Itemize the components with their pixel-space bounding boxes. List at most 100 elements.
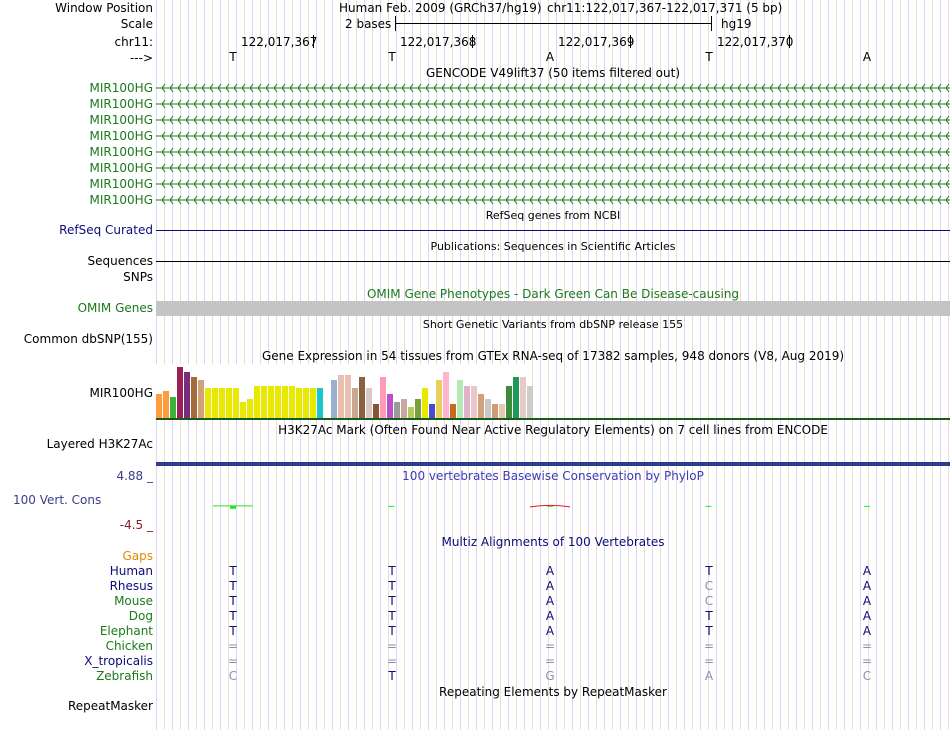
gencode-gene-label[interactable]: MIR100HG: [89, 145, 153, 159]
gtex-tissue-bar[interactable]: [366, 388, 372, 418]
phylop-score-bar[interactable]: [388, 505, 395, 507]
gtex-tissue-bar[interactable]: [513, 377, 519, 418]
gtex-tissue-bar[interactable]: [520, 377, 526, 418]
species-label[interactable]: X_tropicalis: [84, 654, 153, 668]
gtex-tissue-bar[interactable]: [275, 386, 281, 418]
gtex-tissue-bar[interactable]: [156, 394, 162, 418]
gtex-tissue-bar[interactable]: [212, 388, 218, 418]
gtex-tissue-bar[interactable]: [408, 407, 414, 418]
gencode-gene-strand[interactable]: [156, 82, 950, 94]
gtex-tissue-bar[interactable]: [254, 386, 260, 418]
gtex-tissue-bar[interactable]: [282, 386, 288, 418]
species-label[interactable]: Elephant: [99, 624, 153, 638]
phylop-score-bar[interactable]: [547, 505, 553, 507]
gtex-tissue-bar[interactable]: [478, 394, 484, 418]
gtex-tissue-bar[interactable]: [198, 380, 204, 418]
species-label[interactable]: Human: [109, 564, 153, 578]
species-label[interactable]: Zebrafish: [96, 669, 153, 683]
gtex-tissue-bar[interactable]: [373, 404, 379, 418]
gtex-tissue-bar[interactable]: [429, 404, 435, 418]
gtex-tissue-bar[interactable]: [436, 380, 442, 418]
h3k27ac-track-title[interactable]: H3K27Ac Mark (Often Found Near Active Re…: [278, 423, 828, 437]
gtex-tissue-bar[interactable]: [380, 377, 386, 418]
gtex-tissue-bar[interactable]: [303, 388, 309, 418]
gtex-tissue-bar[interactable]: [443, 372, 449, 418]
gtex-tissue-bar[interactable]: [359, 377, 365, 418]
gencode-gene-label[interactable]: MIR100HG: [89, 129, 153, 143]
h3k27ac-track-label[interactable]: Layered H3K27Ac: [46, 437, 153, 451]
h3k27ac-signal[interactable]: [156, 462, 950, 466]
repeatmasker-track-title[interactable]: Repeating Elements by RepeatMasker: [439, 685, 667, 699]
gencode-gene-strand[interactable]: [156, 98, 950, 110]
gtex-tissue-bar[interactable]: [233, 388, 239, 418]
gtex-tissue-bar[interactable]: [163, 391, 169, 418]
omim-feature-bar[interactable]: [156, 301, 950, 316]
gtex-tissue-bar[interactable]: [331, 380, 337, 418]
gtex-tissue-bar[interactable]: [338, 375, 344, 418]
refseq-gene-line[interactable]: [156, 230, 950, 231]
gtex-track-title[interactable]: Gene Expression in 54 tissues from GTEx …: [261, 349, 845, 363]
gtex-tissue-bar[interactable]: [268, 386, 274, 418]
species-label[interactable]: Rhesus: [109, 579, 153, 593]
phylop-score-bar[interactable]: [705, 505, 712, 507]
gtex-tissue-bar[interactable]: [170, 397, 176, 418]
gencode-gene-strand[interactable]: [156, 114, 950, 126]
species-label[interactable]: Dog: [128, 609, 153, 623]
gtex-tissue-bar[interactable]: [247, 399, 253, 418]
gtex-tissue-bar[interactable]: [485, 399, 491, 418]
gtex-tissue-bar[interactable]: [464, 386, 470, 418]
gtex-tissue-bar[interactable]: [499, 404, 505, 418]
gtex-tissue-bar[interactable]: [219, 388, 225, 418]
gtex-tissue-bar[interactable]: [457, 380, 463, 418]
gencode-gene-label[interactable]: MIR100HG: [89, 177, 153, 191]
gencode-gene-label[interactable]: MIR100HG: [89, 113, 153, 127]
gtex-tissue-bar[interactable]: [527, 386, 533, 418]
gtex-tissue-bar[interactable]: [184, 372, 190, 418]
species-label[interactable]: Chicken: [105, 639, 153, 653]
gtex-tissue-bar[interactable]: [415, 399, 421, 418]
multiz-track-title[interactable]: Multiz Alignments of 100 Vertebrates: [441, 535, 665, 549]
gencode-gene-label[interactable]: MIR100HG: [89, 97, 153, 111]
position-readout[interactable]: chr11:122,017,367-122,017,371 (5 bp): [547, 1, 783, 15]
gtex-tissue-bar[interactable]: [177, 367, 183, 418]
gtex-tissue-bar[interactable]: [492, 404, 498, 418]
gtex-tissue-bar[interactable]: [240, 402, 246, 418]
gencode-gene-label[interactable]: MIR100HG: [89, 193, 153, 207]
gtex-gene-line[interactable]: [156, 418, 950, 420]
gencode-track-title[interactable]: GENCODE V49lift37 (50 items filtered out…: [425, 66, 680, 80]
gencode-gene-strand[interactable]: [156, 162, 950, 174]
repeatmasker-track-label[interactable]: RepeatMasker: [67, 699, 153, 713]
gtex-tissue-bar[interactable]: [345, 375, 351, 418]
gtex-tissue-bar[interactable]: [310, 388, 316, 418]
gtex-bar-chart[interactable]: [156, 364, 533, 418]
dbsnp-track-label[interactable]: Common dbSNP(155): [23, 332, 153, 346]
gencode-gene-strand[interactable]: [156, 130, 950, 142]
publications-track-label[interactable]: Sequences: [87, 254, 153, 268]
phylop-score-bar[interactable]: [230, 505, 236, 509]
gencode-gene-label[interactable]: MIR100HG: [89, 161, 153, 175]
gtex-tissue-bar[interactable]: [352, 388, 358, 418]
gtex-tissue-bar[interactable]: [450, 404, 456, 418]
gtex-tissue-bar[interactable]: [226, 388, 232, 418]
gtex-tissue-bar[interactable]: [296, 388, 302, 418]
phylop-track-label[interactable]: 100 Vert. Cons: [13, 493, 102, 507]
gtex-tissue-bar[interactable]: [289, 386, 295, 418]
gtex-gene-label[interactable]: MIR100HG: [89, 386, 153, 400]
gtex-tissue-bar[interactable]: [317, 388, 323, 418]
phylop-track-title[interactable]: 100 vertebrates Basewise Conservation by…: [402, 469, 704, 483]
publications-track-title[interactable]: Publications: Sequences in Scientific Ar…: [430, 240, 676, 253]
publications-line[interactable]: [156, 261, 950, 262]
dbsnp-track-title[interactable]: Short Genetic Variants from dbSNP releas…: [422, 318, 684, 331]
snps-track-label[interactable]: SNPs: [123, 270, 153, 284]
gtex-tissue-bar[interactable]: [205, 388, 211, 418]
omim-track-label[interactable]: OMIM Genes: [77, 301, 153, 315]
gtex-tissue-bar[interactable]: [261, 386, 267, 418]
gtex-tissue-bar[interactable]: [422, 388, 428, 418]
omim-track-title[interactable]: OMIM Gene Phenotypes - Dark Green Can Be…: [366, 287, 740, 301]
gencode-gene-strand[interactable]: [156, 146, 950, 158]
gencode-gene-strand[interactable]: [156, 194, 950, 206]
refseq-track-title[interactable]: RefSeq genes from NCBI: [485, 209, 621, 222]
gtex-tissue-bar[interactable]: [191, 377, 197, 418]
gencode-gene-label[interactable]: MIR100HG: [89, 81, 153, 95]
gencode-gene-strand[interactable]: [156, 178, 950, 190]
